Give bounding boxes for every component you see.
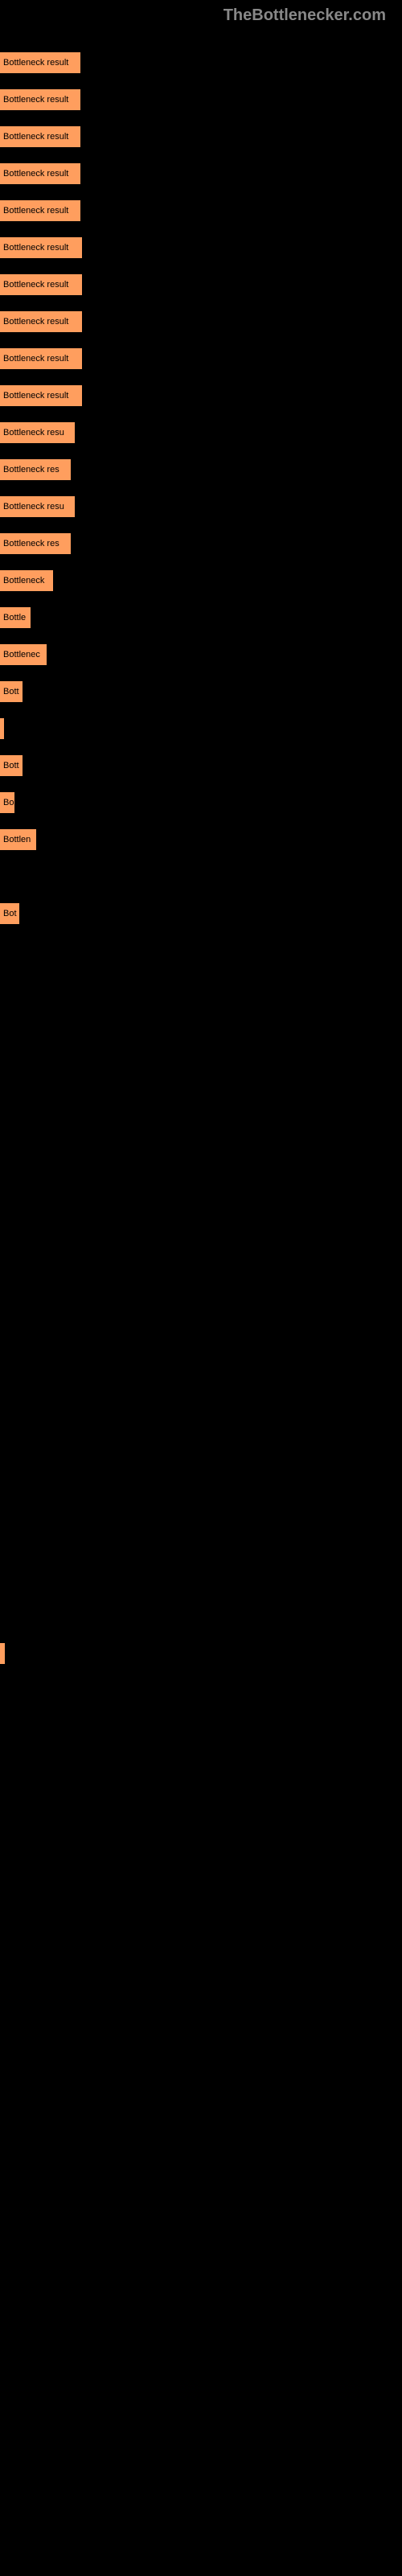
bar-row	[0, 2420, 402, 2441]
bar: Bottleneck result	[0, 385, 82, 406]
bar-row: Bottleneck result	[0, 311, 402, 332]
bar	[0, 1643, 5, 1664]
bar: Bottleneck result	[0, 52, 80, 73]
bar-row	[0, 1791, 402, 1812]
bar-row	[0, 1088, 402, 1109]
bar: Bottleneck result	[0, 237, 82, 258]
bar-row	[0, 1754, 402, 1775]
bar-row	[0, 1199, 402, 1220]
bar: Bott	[0, 681, 23, 702]
bar-row	[0, 1902, 402, 1923]
bar-row	[0, 1643, 402, 1664]
bar-row: Bottleneck result	[0, 52, 402, 73]
bar-row	[0, 2198, 402, 2219]
bar: Bottleneck resu	[0, 422, 75, 443]
bar-row: Bottleneck result	[0, 89, 402, 110]
bar-chart: Bottleneck result Bottleneck result Bottle…	[0, 28, 402, 2576]
bar-row	[0, 1939, 402, 1960]
bar-row	[0, 1532, 402, 1553]
bar-row	[0, 2346, 402, 2367]
bar-row	[0, 2494, 402, 2515]
bar: Bott	[0, 755, 23, 776]
bar-row	[0, 1976, 402, 1997]
bar-row: Bottleneck result	[0, 237, 402, 258]
bar-row	[0, 866, 402, 887]
bar-row	[0, 2272, 402, 2293]
bar-row	[0, 2087, 402, 2108]
bar-row: Bott	[0, 681, 402, 702]
bar: Bottleneck resu	[0, 496, 75, 517]
bar-row	[0, 1495, 402, 1516]
bar-row	[0, 977, 402, 998]
bar-row: Bottleneck result	[0, 274, 402, 295]
bar-row: Bottle	[0, 607, 402, 628]
bar-row	[0, 2457, 402, 2478]
bar-row	[0, 940, 402, 961]
bar-row: Bott	[0, 755, 402, 776]
bar-row	[0, 1051, 402, 1072]
bar-row	[0, 2531, 402, 2552]
bar: Bottleneck result	[0, 200, 80, 221]
bar-row: Bottlenec	[0, 644, 402, 665]
bar-row: Bottleneck result	[0, 348, 402, 369]
bar: Bottleneck result	[0, 89, 80, 110]
bar: Bottleneck res	[0, 459, 71, 480]
bar-row: Bottleneck result	[0, 163, 402, 184]
bar-row: Bottlen	[0, 829, 402, 850]
bar-row	[0, 1236, 402, 1257]
bar-row	[0, 2161, 402, 2182]
bar: Bottleneck result	[0, 348, 82, 369]
bar-row: Bottleneck result	[0, 126, 402, 147]
bar: Bottle	[0, 607, 31, 628]
header-title: TheBottlenecker.com	[0, 0, 402, 28]
bar-row	[0, 1680, 402, 1701]
bar-row	[0, 2235, 402, 2256]
bar-row	[0, 2013, 402, 2034]
bar-row: Bo	[0, 792, 402, 813]
bar: Bo	[0, 792, 14, 813]
bar-row	[0, 2124, 402, 2145]
bar-row	[0, 2050, 402, 2071]
bar-row	[0, 1865, 402, 1886]
bar-row: Bot	[0, 903, 402, 924]
bar	[0, 718, 4, 739]
bar: Bot	[0, 903, 19, 924]
bar-row: Bottleneck result	[0, 385, 402, 406]
bar-row	[0, 1273, 402, 1294]
bar-row	[0, 1125, 402, 1146]
bar: Bottleneck result	[0, 274, 82, 295]
bar-row: Bottleneck res	[0, 459, 402, 480]
bar: Bottleneck res	[0, 533, 71, 554]
bar: Bottlen	[0, 829, 36, 850]
bar: Bottleneck result	[0, 163, 80, 184]
bar: Bottleneck result	[0, 126, 80, 147]
bar-row	[0, 1606, 402, 1627]
bar-row: Bottleneck result	[0, 200, 402, 221]
bar-row	[0, 1347, 402, 1368]
bar-row: Bottleneck res	[0, 533, 402, 554]
bar-row: Bottleneck resu	[0, 496, 402, 517]
bar: Bottleneck	[0, 570, 53, 591]
bar-row: Bottleneck	[0, 570, 402, 591]
bar-row	[0, 1569, 402, 1590]
bar-row	[0, 1162, 402, 1183]
bar-row	[0, 718, 402, 739]
bar-row	[0, 1310, 402, 1331]
bar-row	[0, 2383, 402, 2404]
bar-row	[0, 1458, 402, 1479]
bar-row: Bottleneck resu	[0, 422, 402, 443]
bar-row	[0, 1717, 402, 1738]
bar: Bottleneck result	[0, 311, 82, 332]
bar-row	[0, 2309, 402, 2330]
bar-row	[0, 1421, 402, 1442]
bar-row	[0, 1384, 402, 1405]
bar: Bottlenec	[0, 644, 47, 665]
bar-row	[0, 1014, 402, 1035]
bar-row	[0, 1828, 402, 1849]
